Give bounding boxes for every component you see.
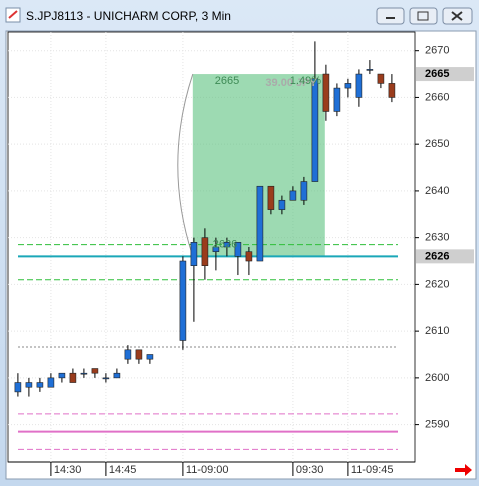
minimize-button[interactable] <box>376 7 405 25</box>
candle-body <box>322 73 330 112</box>
candle-body <box>69 372 77 383</box>
candle-body <box>102 377 110 380</box>
candle-body <box>311 78 319 182</box>
candle-body <box>366 69 374 71</box>
measure-label: 39.00 JPY <box>265 77 317 89</box>
x-tick-label: 14:30 <box>54 464 82 476</box>
candle-body <box>47 377 55 388</box>
price-label-box <box>416 67 474 82</box>
y-tick-label: 2600 <box>425 372 449 384</box>
y-tick-label: 2630 <box>425 232 449 244</box>
x-tick-label: 11-09:00 <box>186 464 229 476</box>
restore-icon <box>417 11 429 21</box>
y-tick-label: 2650 <box>425 138 449 150</box>
candle-body <box>124 349 132 360</box>
candle-body <box>25 382 33 388</box>
measure-arc <box>177 73 194 257</box>
measure-label: 2626 <box>213 238 237 250</box>
candle-body <box>212 246 220 252</box>
candle-body <box>113 372 121 379</box>
candle-body <box>146 354 154 360</box>
candle-body <box>267 185 275 210</box>
measure-label: 2665 <box>215 75 239 87</box>
candle-body <box>289 190 297 201</box>
price-label: 2626 <box>425 250 449 262</box>
x-tick-label: 11-09:45 <box>351 464 394 476</box>
title-bar <box>5 7 473 25</box>
candle-body <box>278 199 286 210</box>
scroll-arrow[interactable] <box>455 464 472 476</box>
candle-body <box>344 83 352 89</box>
candle-body <box>58 372 66 379</box>
candle-body <box>234 242 242 257</box>
price-label: 2665 <box>425 68 449 80</box>
candle-body <box>333 87 341 112</box>
y-tick-label: 2640 <box>425 185 449 197</box>
app-icon-line <box>8 10 18 19</box>
y-tick-label: 2670 <box>425 45 449 57</box>
window-title: S.JPJ8113 - UNICHARM CORP, 3 Min <box>26 9 231 23</box>
candle-body <box>91 368 99 374</box>
candle-body <box>245 251 253 262</box>
candle-body <box>201 237 209 266</box>
x-tick-label: 14:45 <box>109 464 137 476</box>
y-tick-label: 2610 <box>425 325 449 337</box>
candle-body <box>80 372 88 375</box>
candle-body <box>135 349 143 360</box>
candle-body <box>377 73 385 84</box>
close-icon <box>451 11 463 21</box>
candle-body <box>223 242 231 248</box>
y-tick-label: 2660 <box>425 91 449 103</box>
y-tick-label: 2620 <box>425 278 449 290</box>
y-tick-label: 2590 <box>425 419 449 431</box>
candle-body <box>300 181 308 201</box>
x-tick-label: 09:30 <box>296 464 324 476</box>
candle-body <box>256 185 264 262</box>
price-label-box <box>416 249 474 264</box>
candle-body <box>14 382 22 393</box>
candle-body <box>179 260 187 341</box>
restore-button[interactable] <box>409 7 438 25</box>
candle-body <box>36 382 44 388</box>
candle-body <box>388 83 396 98</box>
candle-body <box>190 242 198 266</box>
measure-label: 1.49% <box>290 75 321 87</box>
candle-body <box>355 73 363 98</box>
